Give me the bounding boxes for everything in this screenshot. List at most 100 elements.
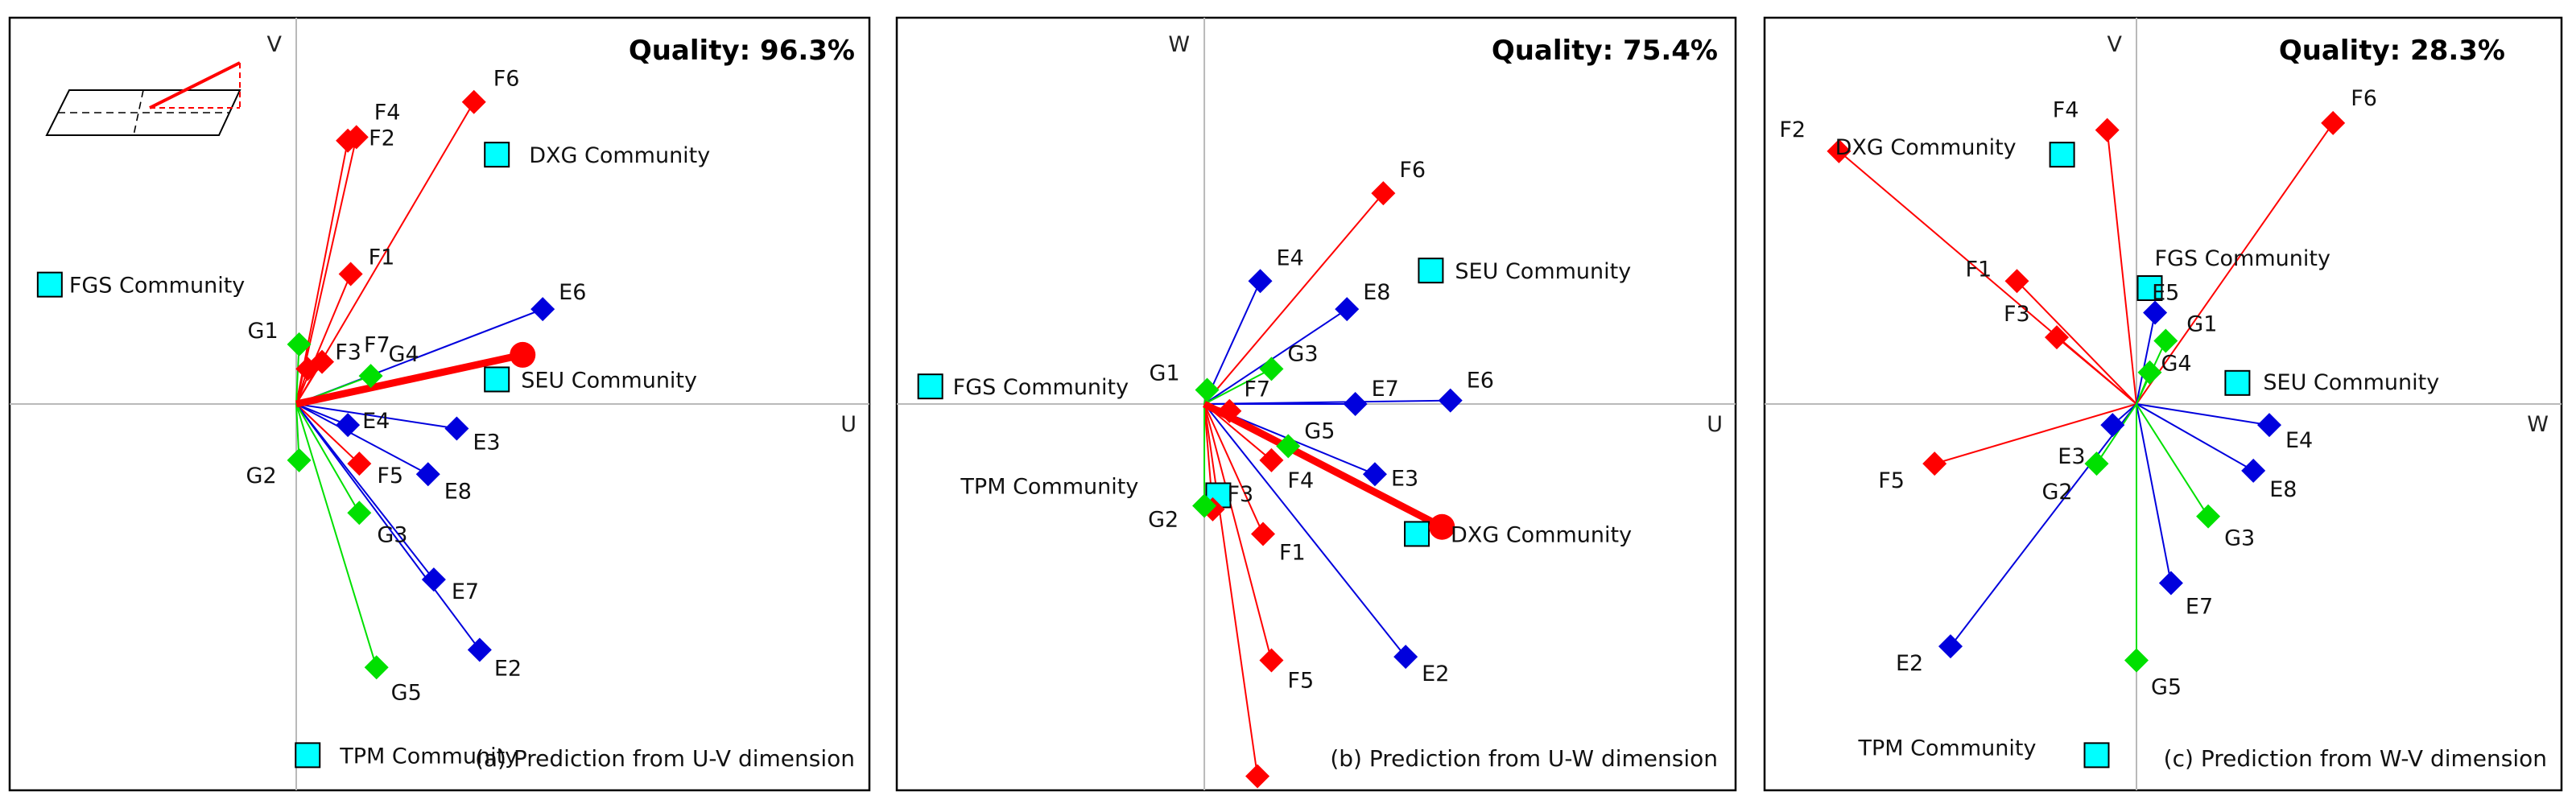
highlight-marker-seu-community xyxy=(510,341,536,368)
community-label-fgs-community: FGS Community xyxy=(2155,246,2330,271)
vector-marker-e4 xyxy=(336,413,361,438)
vector-label-g4: G4 xyxy=(2161,352,2192,377)
community-marker-fgs-community xyxy=(36,271,63,298)
panel-b-y-axis-label: W xyxy=(1168,32,1190,57)
vector-label-g1: G1 xyxy=(2186,311,2217,336)
vector-label-g3: G3 xyxy=(377,522,407,547)
panel-b-quality: Quality: 75.4% xyxy=(1492,35,1718,67)
community-marker-tpm-community xyxy=(2083,742,2110,769)
vector-label-e8: E8 xyxy=(2269,477,2297,502)
vector-marker-f4 xyxy=(2095,117,2120,142)
vector-label-f1: F1 xyxy=(369,245,395,270)
vector-label-e4: E4 xyxy=(1277,245,1304,270)
vector-line-f5 xyxy=(1934,403,2137,465)
vector-label-f6: F6 xyxy=(1399,158,1426,183)
vector-marker-e3 xyxy=(2100,413,2125,438)
vector-marker-g5 xyxy=(2124,648,2149,673)
vector-line-f2 xyxy=(1203,403,1259,777)
vector-line-g3 xyxy=(2136,403,2209,517)
vector-label-e4: E4 xyxy=(362,409,390,434)
vector-label-g2: G2 xyxy=(2042,480,2073,505)
vector-line-e7 xyxy=(295,403,435,580)
vector-label-f5: F5 xyxy=(377,464,403,489)
vector-line-g5 xyxy=(295,403,378,668)
vector-label-f6: F6 xyxy=(493,67,520,92)
vector-line-f5 xyxy=(295,403,361,464)
vector-label-g2: G2 xyxy=(246,464,277,489)
vector-marker-g1 xyxy=(1195,377,1220,402)
vector-marker-f6 xyxy=(1371,181,1396,206)
panel-c-caption: (c) Prediction from W-V dimension xyxy=(2164,745,2547,772)
vector-line-e8 xyxy=(295,403,429,476)
vector-marker-f1 xyxy=(1251,521,1276,546)
vector-label-g5: G5 xyxy=(391,680,422,705)
vector-marker-g4 xyxy=(358,364,383,389)
vector-label-e3: E3 xyxy=(473,431,500,456)
community-label-tpm-community: TPM Community xyxy=(339,744,518,769)
community-marker-seu-community xyxy=(1418,258,1444,284)
vector-label-g3: G3 xyxy=(1287,341,1318,366)
vector-label-e4: E4 xyxy=(2285,428,2313,453)
vector-marker-e2 xyxy=(467,637,492,662)
vector-label-g1: G1 xyxy=(248,319,279,344)
community-label-tpm-community: TPM Community xyxy=(960,474,1138,499)
vector-line-seu-community xyxy=(295,351,524,408)
vector-marker-e8 xyxy=(415,462,440,487)
vector-label-g2: G2 xyxy=(1148,508,1179,533)
vector-marker-f5 xyxy=(347,451,372,476)
vector-marker-f7 xyxy=(1217,398,1242,423)
highlight-marker-dxg-community xyxy=(1429,513,1455,540)
vector-label-g1: G1 xyxy=(1150,361,1180,386)
vector-marker-e6 xyxy=(530,297,555,322)
panel-b-caption: (b) Prediction from U-W dimension xyxy=(1330,745,1718,772)
vector-label-f2: F2 xyxy=(1274,789,1300,808)
vector-label-g3: G3 xyxy=(2224,526,2255,551)
vector-marker-e4 xyxy=(1248,269,1273,294)
vector-marker-f3 xyxy=(2045,325,2069,350)
vector-marker-e3 xyxy=(1362,462,1387,487)
vector-label-f7: F7 xyxy=(364,333,390,358)
vector-label-e7: E7 xyxy=(1372,377,1399,402)
panel-c-x-axis-label: W xyxy=(2527,412,2549,437)
vector-line-f6 xyxy=(2136,122,2334,405)
vector-line-f4 xyxy=(2106,130,2137,405)
vector-label-e8: E8 xyxy=(444,479,472,504)
vector-label-e8: E8 xyxy=(1363,280,1390,305)
vector-line-e2 xyxy=(295,403,481,651)
panel-a-caption: (a) Prediction from U-V dimension xyxy=(475,745,855,772)
vector-marker-f2 xyxy=(1827,138,1852,163)
vector-label-e7: E7 xyxy=(452,579,479,604)
vector-marker-e3 xyxy=(444,416,469,441)
vector-marker-f4 xyxy=(1259,447,1284,472)
vector-line-e2 xyxy=(1203,403,1406,658)
vector-label-e2: E2 xyxy=(1422,662,1449,686)
vector-label-e3: E3 xyxy=(2058,444,2085,469)
vector-marker-e5 xyxy=(2143,300,2168,325)
vector-line-g3 xyxy=(1203,368,1272,405)
vector-line-g2 xyxy=(2095,403,2137,464)
community-label-dxg-community: DXG Community xyxy=(529,143,710,168)
vector-label-f5: F5 xyxy=(1287,669,1314,694)
vector-label-e3: E3 xyxy=(1391,466,1418,491)
vector-line-e6 xyxy=(1204,399,1451,405)
vector-marker-g1 xyxy=(2153,328,2178,353)
community-label-seu-community: SEU Community xyxy=(1455,259,1631,284)
community-label-seu-community: SEU Community xyxy=(521,368,697,393)
vector-marker-g2 xyxy=(287,447,312,472)
panel-b-plot: U W F6 F7 F4 F3 F1 F5 F2 E4 E8 E7 E6 E3 E2 G1 G3 G5 G2 SEU … xyxy=(897,18,1736,808)
vector-marker-f5 xyxy=(1259,648,1284,673)
vector-line-dxg-community xyxy=(1202,401,1444,530)
vector-marker-f2 xyxy=(1245,764,1270,789)
vector-label-f1: F1 xyxy=(1279,540,1306,565)
plane-projection-icon xyxy=(45,61,242,136)
community-marker-fgs-community xyxy=(2136,275,2163,301)
community-label-seu-community: SEU Community xyxy=(2263,370,2439,395)
vector-marker-g5 xyxy=(1276,434,1301,459)
vector-marker-f1 xyxy=(338,262,363,287)
vector-marker-e8 xyxy=(2241,458,2266,483)
community-label-fgs-community: FGS Community xyxy=(953,375,1129,400)
community-marker-tpm-community xyxy=(295,742,321,769)
vector-marker-e8 xyxy=(1335,297,1360,322)
